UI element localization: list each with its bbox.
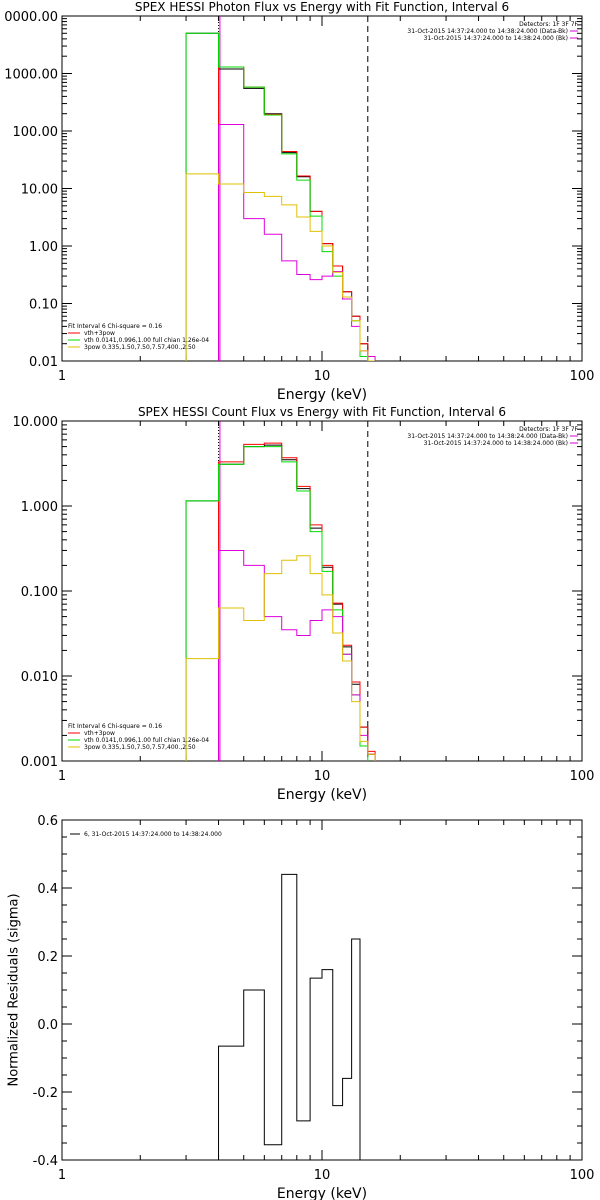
- x-tick-label: 100: [570, 1168, 595, 1183]
- legend-bottom-header: Fit Interval 6 Chi-square = 0.16: [68, 723, 162, 730]
- legend-top-line: 6, 31-Oct-2015 14:37:24.000 to 14:38:24.…: [84, 831, 222, 838]
- x-tick-label: 1: [58, 369, 66, 384]
- x-axis-label: Energy (keV): [277, 387, 367, 403]
- series-histogram-2: [218, 66, 369, 361]
- legend-top-line: 31-Oct-2015 14:37:24.000 to 14:38:24.000…: [407, 433, 568, 440]
- y-tick-label: 1.000: [21, 500, 58, 515]
- x-tick-label: 100: [570, 769, 595, 784]
- data-area: [185, 421, 376, 761]
- y-tick-label: 0.001: [21, 755, 58, 770]
- x-axis-label: Energy (keV): [277, 787, 367, 803]
- legend-bottom-entry: 3pow 0.335,1.50,7.50,7.57,400.,2.50: [84, 344, 196, 351]
- y-tick-label: 0.0: [37, 1018, 58, 1033]
- chart-title: SPEX HESSI Count Flux vs Energy with Fit…: [138, 405, 506, 419]
- x-tick-label: 1: [58, 769, 66, 784]
- series-histogram-1: [185, 32, 369, 361]
- y-tick-label: 10.000: [13, 415, 59, 430]
- y-tick-label: 0000.00: [4, 10, 58, 25]
- chart-panel-3: Energy (keV) Normalized Residuals (sigma)…: [7, 814, 595, 1200]
- x-tick-label: 10: [314, 369, 331, 384]
- x-tick-label: 1: [58, 1168, 66, 1183]
- data-area: [185, 16, 376, 361]
- legend-top-line: 31-Oct-2015 14:37:24.000 to 14:38:24.000…: [424, 35, 568, 42]
- chart-panel-2: SPEX HESSI Count Flux vs Energy with Fit…: [13, 405, 595, 803]
- x-tick-label: 100: [570, 369, 595, 384]
- y-tick-label: 0.6: [37, 814, 58, 829]
- series-histogram-1: [185, 444, 376, 761]
- y-tick-label: -0.2: [33, 1086, 58, 1101]
- series-histogram-1: [218, 873, 368, 1160]
- y-tick-label: 10.00: [21, 183, 58, 198]
- legend-top-line: 31-Oct-2015 14:37:24.000 to 14:38:24.000…: [407, 28, 568, 35]
- chart-title: SPEX HESSI Photon Flux vs Energy with Fi…: [135, 0, 509, 14]
- legend-top-line: 31-Oct-2015 14:37:24.000 to 14:38:24.000…: [424, 440, 568, 447]
- y-axis-label: Normalized Residuals (sigma): [7, 893, 22, 1086]
- y-tick-label: 0.10: [29, 298, 58, 313]
- legend-bottom-entry: 3pow 0.335,1.50,7.50,7.57,400.,2.50: [84, 744, 196, 751]
- y-tick-label: 1000.00: [4, 68, 58, 83]
- chart-panel-1: SPEX HESSI Photon Flux vs Energy with Fi…: [4, 0, 594, 403]
- y-tick-label: 0.4: [37, 882, 58, 897]
- data-area: [218, 873, 368, 1160]
- legend-bottom-header: Fit Interval 6 Chi-square = 0.16: [68, 323, 162, 330]
- y-tick-label: 0.2: [37, 950, 58, 965]
- y-tick-label: 1.00: [29, 240, 58, 255]
- y-tick-label: -0.4: [33, 1154, 58, 1169]
- x-axis-label: Energy (keV): [277, 1186, 367, 1200]
- x-tick-label: 10: [314, 769, 331, 784]
- plot-frame: [61, 819, 583, 1161]
- legend-top-line: Detectors: 1F 3F 7F: [519, 426, 578, 433]
- series-histogram-5: [185, 173, 376, 361]
- legend-bottom-entry: vth+3pow: [84, 330, 115, 337]
- legend-bottom-entry: vth 0.0141,0.996,1.00 full chian 1.26e-0…: [84, 337, 209, 344]
- plot-frame: [61, 15, 583, 362]
- legend-top-line: Detectors: 1F 3F 7F: [519, 21, 578, 28]
- series-histogram-4: [218, 549, 376, 761]
- x-tick-label: 10: [314, 1168, 331, 1183]
- y-tick-label: 0.010: [21, 670, 58, 685]
- legend-bottom-entry: vth+3pow: [84, 730, 115, 737]
- y-tick-label: 0.01: [29, 355, 58, 370]
- series-histogram-5: [185, 555, 376, 761]
- series-histogram-3: [185, 32, 369, 361]
- y-tick-label: 100.00: [13, 125, 59, 140]
- y-tick-label: 0.100: [21, 585, 58, 600]
- legend-bottom-entry: vth 0.0141,0.996,1.00 full chian 1.26e-0…: [84, 737, 209, 744]
